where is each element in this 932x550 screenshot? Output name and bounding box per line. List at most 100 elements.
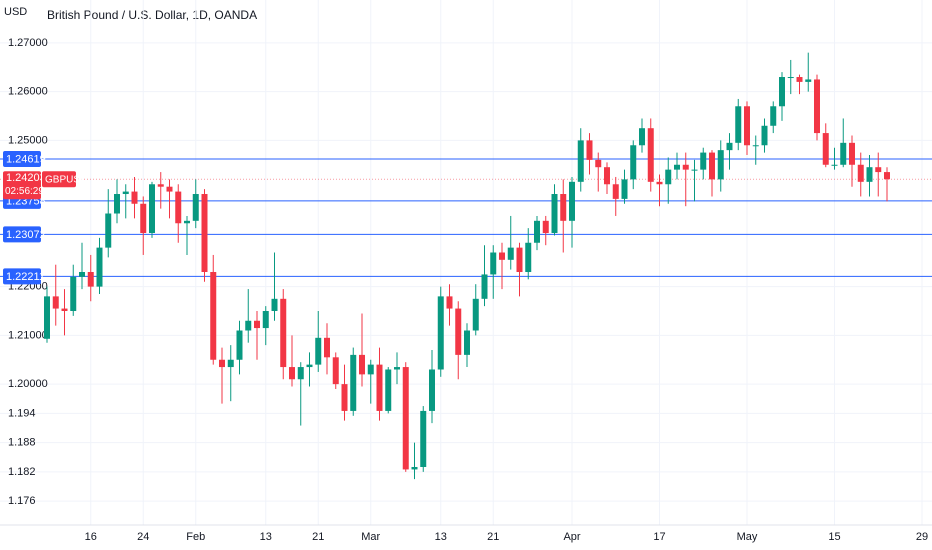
candle-body [875, 167, 882, 173]
candle-body [779, 77, 785, 107]
candle-body [394, 367, 400, 370]
candle-body [79, 272, 85, 277]
candle-body [682, 164, 689, 170]
candle-body [131, 191, 138, 204]
candle-body [245, 320, 252, 331]
x-tick-label: 17 [653, 531, 665, 543]
candle-body [831, 164, 838, 166]
x-tick-label: Mar [361, 531, 380, 543]
candle-body [857, 164, 864, 182]
candle-body [61, 308, 68, 312]
candle-body [201, 194, 208, 273]
candle-body [630, 145, 637, 180]
candle-body [499, 252, 505, 260]
candle-body [437, 296, 444, 370]
candle-body [709, 152, 715, 180]
candle-body [297, 367, 304, 380]
candle-body [787, 77, 794, 79]
candle-body [569, 181, 575, 221]
currency-label: USD [4, 6, 27, 18]
symbol-label: GBPUSD [45, 174, 87, 185]
x-tick-label: 21 [487, 531, 499, 543]
candle-body [849, 142, 855, 165]
x-tick-label: May [737, 531, 758, 543]
candle-body [280, 298, 287, 368]
last-price-label: 1.24203 [6, 172, 46, 184]
candle-body [402, 367, 409, 470]
candle-body [184, 220, 190, 224]
candle-body [359, 354, 365, 375]
y-tick-label: 1.176 [8, 495, 36, 507]
candle-body [289, 367, 295, 380]
candle-body [455, 308, 462, 355]
candle-body [595, 159, 602, 168]
candle-body [367, 364, 374, 375]
price-tag-label: 1.23072 [6, 229, 46, 241]
symbol-tag [42, 171, 76, 188]
candle-body [490, 252, 497, 275]
candle-body [341, 384, 348, 411]
candle-body [525, 242, 532, 273]
candle-body [691, 169, 698, 171]
candle-body [315, 337, 322, 365]
y-tick-label: 1.26000 [8, 86, 48, 98]
candle-body [324, 337, 330, 358]
y-tick-label: 1.20000 [8, 378, 48, 390]
x-tick-label: 29 [916, 531, 928, 543]
candle-body [866, 167, 873, 182]
candle-body [840, 142, 847, 165]
candle-body [481, 274, 488, 299]
y-tick-label: 1.188 [8, 437, 36, 449]
y-tick-label: 1.21000 [8, 329, 48, 341]
candle-body [350, 354, 357, 411]
candle-body [44, 296, 50, 339]
candle-body [52, 296, 59, 309]
candle-body [752, 145, 759, 147]
candle-body [507, 247, 514, 260]
candle-body [149, 184, 155, 234]
x-tick-label: 15 [828, 531, 840, 543]
candle-body [166, 186, 173, 192]
candle-body [700, 152, 707, 170]
candle-body [805, 79, 812, 82]
candle-body [376, 364, 383, 411]
x-tick-label: Apr [563, 531, 580, 543]
last-price-tag [3, 171, 41, 200]
candle-body [122, 191, 129, 195]
candle-body [612, 184, 619, 199]
candle-body [735, 106, 742, 143]
y-tick-label: 1.182 [8, 466, 36, 478]
countdown-label: 02:56:29 [5, 186, 44, 197]
candle-body [665, 169, 672, 185]
candle-body [551, 194, 558, 234]
price-tag-label: 1.22211 [6, 271, 45, 283]
price-tag-label: 1.24619 [6, 153, 46, 165]
candle-body [621, 179, 628, 199]
candle-body [70, 276, 77, 312]
x-tick-label: 13 [260, 531, 272, 543]
x-tick-label: 21 [312, 531, 324, 543]
candle-body [96, 247, 103, 287]
candle-body [761, 125, 768, 146]
candle-body [175, 191, 182, 224]
y-tick-label: 1.194 [8, 407, 36, 419]
candle-body [822, 133, 829, 165]
candle-body [332, 357, 339, 385]
candle-body [157, 184, 164, 187]
candle-body [411, 466, 418, 470]
candle-body [647, 128, 654, 182]
candle-body [534, 220, 540, 243]
candle-body [306, 364, 313, 368]
candle-body [192, 194, 199, 221]
candle-body [717, 150, 724, 180]
candle-body [429, 369, 435, 411]
candle-body [726, 142, 733, 151]
candle-body [446, 296, 453, 309]
price-tag [3, 150, 41, 167]
price-tag [3, 226, 41, 243]
candle-body [604, 167, 610, 185]
candle-body [577, 140, 584, 182]
candle-body [87, 272, 94, 287]
candle-body [105, 213, 112, 248]
